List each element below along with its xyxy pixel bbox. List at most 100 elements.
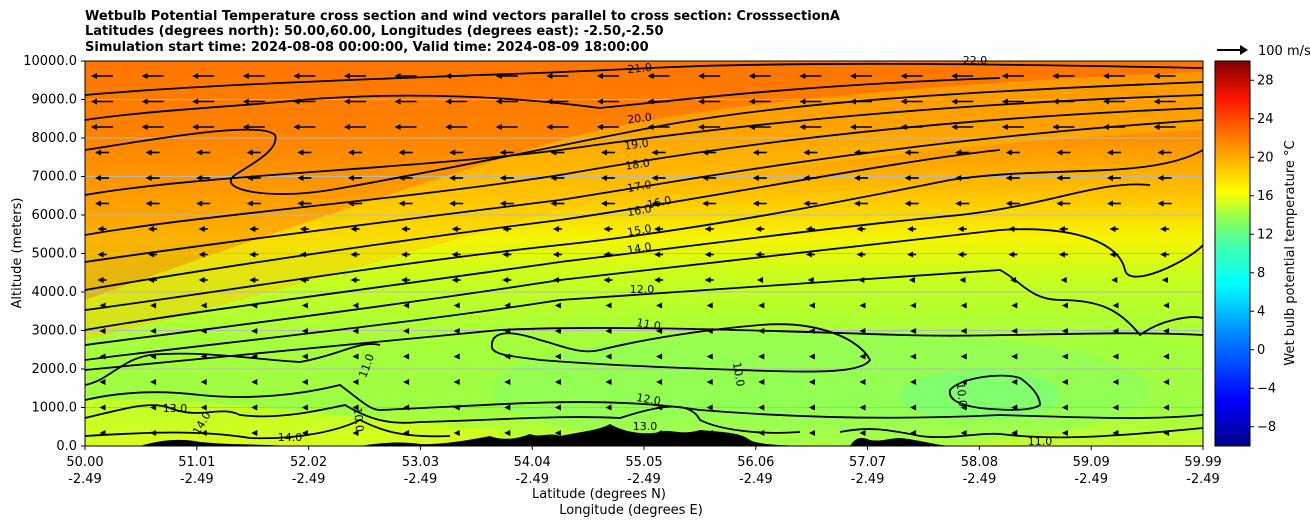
wind-vector [706,404,713,411]
wind-vector [99,430,106,436]
wind-vector [99,353,106,360]
contour-label: 12.0 [630,283,655,296]
wind-vector [1005,200,1020,207]
x-tick-label-lat: 55.05 [625,455,662,470]
wind-vector [453,379,460,385]
contour-13-right [839,427,1203,439]
wind-vector [150,430,157,436]
quiver-key-label: 100 m/s [1258,44,1311,59]
wind-vector [1107,149,1121,156]
wind-vector [605,404,612,411]
wind-vector [854,175,868,181]
wind-vector [748,124,771,130]
wind-vector [1163,328,1170,334]
wind-vector [350,277,360,283]
colorbar-label: Wet bulb potential temperature °C [1283,140,1298,365]
wind-vector [495,98,518,105]
wind-vector [198,226,208,232]
wind-vector [352,328,359,334]
x-tick-label-lat: 56.06 [737,455,774,470]
wind-vector [141,73,164,79]
wind-vector [799,73,822,79]
wind-vector [95,175,109,181]
contour-11-cell [491,323,872,373]
wind-vector [758,328,765,334]
wind-vector [1052,73,1075,79]
wind-vector [198,251,208,258]
wind-vector [1112,328,1119,334]
wind-vector [453,302,460,309]
wind-vector [1163,302,1170,309]
wind-vector [150,379,157,385]
contour-13-mid [85,228,1203,346]
contour-label: 10.0 [954,382,969,408]
wind-vector [702,175,717,181]
x-axis: 50.00 -2.49 51.01 -2.49 52.02 -2.49 53.03 -2.49… [66,446,1222,487]
x-tick-label-lat: 57.07 [849,455,886,470]
wind-vector [960,404,967,411]
contour-20-loop [85,81,1203,195]
wind-vector [856,226,866,232]
wind-vector [401,251,411,258]
wind-vector [251,328,258,334]
wind-vector [1058,251,1068,258]
wind-vector [910,302,917,309]
chart-title-line-2: Latitudes (degrees north): 50.00,60.00, … [85,24,664,39]
wind-vector [807,277,814,283]
wind-vector [504,404,511,411]
wind-vector [597,73,619,79]
wind-vector [499,175,514,181]
wind-vector [495,73,518,79]
wind-vector [301,404,308,411]
contour-lines [85,62,1203,440]
wind-vector [1011,379,1018,385]
wind-vector [445,98,468,105]
wind-vector [348,175,362,181]
wind-vector [293,124,316,130]
grid-lines [85,99,1203,408]
wind-vector [1112,379,1119,385]
wind-vector [495,124,518,130]
wind-vector [706,353,713,360]
wind-vector [859,353,866,360]
wind-vector [192,98,215,105]
wind-vector [859,404,866,411]
wind-vector [394,98,417,105]
wind-vector [403,404,410,411]
wind-vector [955,149,970,156]
wind-vector [449,175,464,181]
wind-vector [242,73,265,79]
wind-vector [348,200,362,207]
wind-vector [651,175,666,181]
wind-vector [808,353,815,360]
wind-vector [1008,251,1018,258]
wind-vector [603,251,613,258]
wind-vector [1060,277,1067,283]
x-tick-label-lat: 54.04 [514,455,551,470]
wind-vector [1112,302,1119,309]
wind-vector [1163,430,1170,436]
wind-vector [951,73,974,79]
wind-vector [1052,124,1075,130]
chart-title-line-1: Wetbulb Potential Temperature cross sect… [85,9,840,24]
wind-vector [908,277,915,283]
wind-vector [856,251,866,258]
wind-vector [859,328,866,334]
x-tick-label-lon: -2.49 [739,472,773,487]
wind-vector [1061,379,1068,385]
wind-vector [755,251,765,258]
wind-vector [150,328,157,334]
quiver-key: 100 m/s [1217,44,1311,59]
y-tick-label: 8000.0 [32,131,78,146]
wind-vector [91,98,113,105]
wind-vector [702,149,717,156]
y-tick-label: 4000.0 [32,285,78,300]
wind-vector [200,430,207,436]
wind-vector [97,277,107,283]
wind-vector [451,277,461,283]
contour-12 [85,269,1203,361]
wind-vector [301,379,308,385]
wind-vector [1157,149,1172,156]
wind-vector [246,200,261,207]
wind-vector [698,73,721,79]
